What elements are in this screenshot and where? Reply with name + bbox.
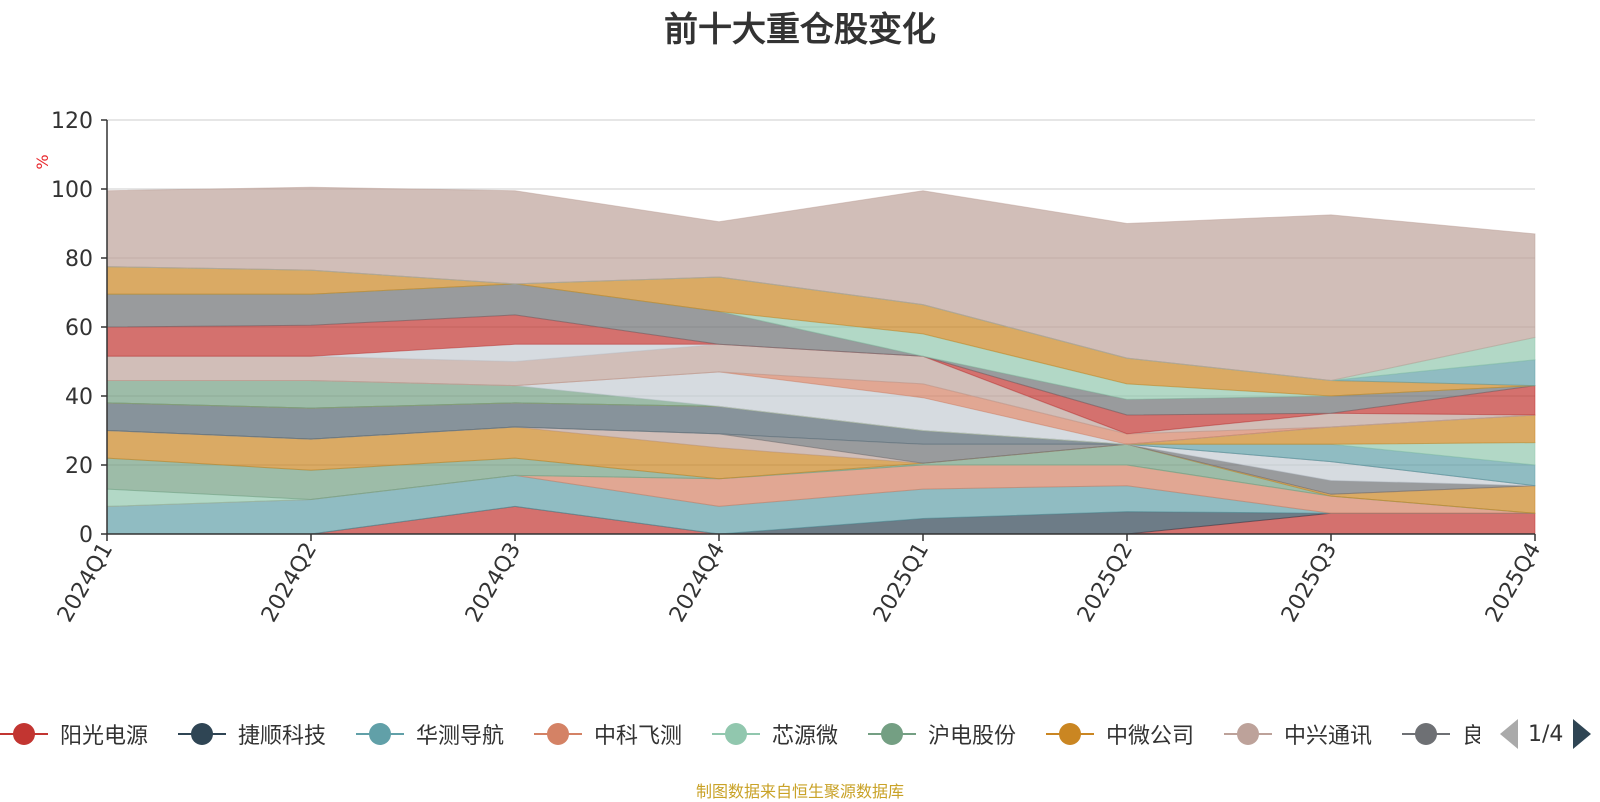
legend-item[interactable]: 中科飞测 [534,716,682,752]
legend-item[interactable]: 阳光电源 [0,716,148,752]
legend-label: 阳光电源 [60,724,149,749]
x-tick-label: 2025Q2 [1073,539,1138,627]
chart-title: 前十大重仓股变化 [664,10,936,50]
pager-next-icon[interactable] [1573,719,1592,749]
legend-label: 中科飞测 [594,724,683,749]
legend-label: 沪电股份 [928,724,1017,749]
legend-item[interactable]: 捷顺科技 [178,716,326,752]
legend-item[interactable]: 芯源微 [712,716,838,752]
legend-item[interactable]: 良信股份 [1402,716,1480,752]
legend-pager: 1/4 [1500,716,1600,752]
legend-marker-icon [0,722,48,746]
pager-prev-icon[interactable] [1500,719,1518,749]
y-tick-label: 60 [65,316,93,341]
legend-marker-icon [868,722,916,746]
legend-label: 捷顺科技 [238,724,327,749]
legend-item[interactable]: 中微公司 [1046,716,1194,752]
stacked-areas [106,186,1536,535]
legend-marker-icon [712,722,760,746]
x-tick-label: 2024Q1 [53,539,118,627]
legend-item[interactable]: 沪电股份 [868,716,1016,752]
x-tick-label: 2024Q2 [257,539,322,627]
x-tick-label: 2024Q3 [461,539,526,627]
y-axis-label: % [33,154,52,169]
legend-label: 华测导航 [416,724,505,749]
legend-label: 芯源微 [772,724,839,749]
y-tick-label: 40 [65,385,93,410]
y-tick-label: 20 [65,454,93,479]
legend-label: 良信股份 [1462,724,1480,749]
series-area-26 [106,186,1536,382]
legend-marker-icon [1224,722,1272,746]
source-note: 制图数据来自恒生聚源数据库 [695,782,904,801]
legend-marker-icon [1046,722,1094,746]
legend-label: 中兴通讯 [1284,724,1373,749]
legend-marker-icon [534,722,582,746]
legend-marker-icon [356,722,404,746]
x-tick-label: 2025Q3 [1277,539,1342,627]
x-tick-label: 2024Q4 [665,539,730,627]
legend-item[interactable]: 华测导航 [356,716,504,752]
legend-label: 中微公司 [1106,724,1195,749]
y-tick-label: 100 [51,178,93,203]
x-tick-label: 2025Q1 [869,539,934,627]
legend-item[interactable]: 中兴通讯 [1224,716,1372,752]
legend-marker-icon [178,722,226,746]
y-tick-label: 0 [79,523,93,548]
x-tick-label: 2025Q4 [1481,539,1546,627]
legend: 阳光电源 捷顺科技 华测导航 中科飞测 芯源微 沪电股份 中微公司 中兴通讯 良信股份 [0,716,1480,752]
y-tick-label: 120 [51,109,93,134]
y-tick-label: 80 [65,247,93,272]
pager-text: 1/4 [1528,721,1564,747]
legend-marker-icon [1402,722,1450,746]
